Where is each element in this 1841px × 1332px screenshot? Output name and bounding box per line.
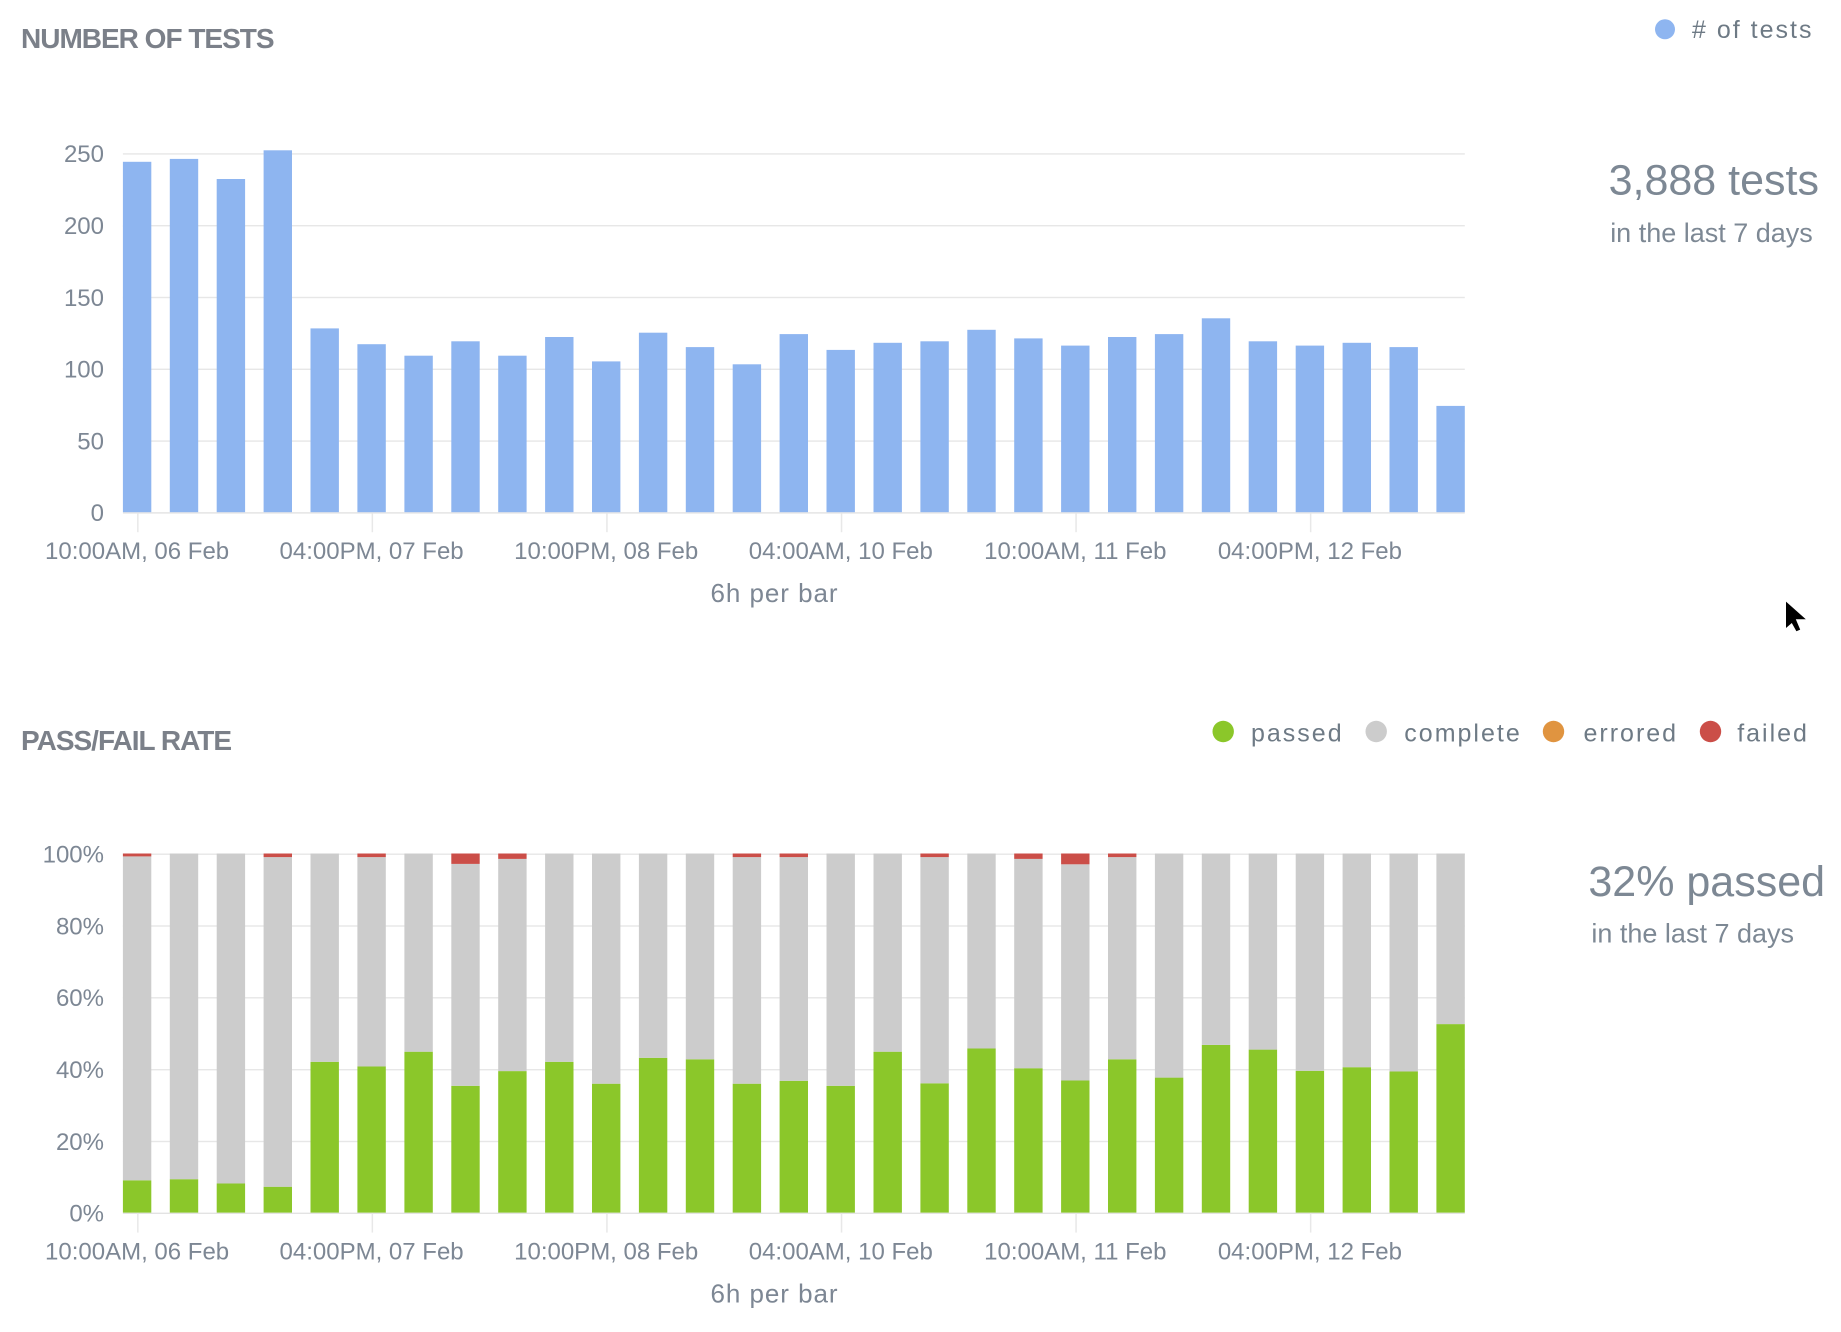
svg-text:failed: failed [1737, 720, 1809, 748]
svg-text:6h per bar: 6h per bar [710, 578, 838, 608]
svg-text:10:00AM, 11 Feb: 10:00AM, 11 Feb [984, 538, 1166, 565]
svg-text:6h per bar: 6h per bar [710, 1279, 838, 1309]
svg-text:20%: 20% [56, 1129, 104, 1156]
svg-text:04:00PM, 12 Feb: 04:00PM, 12 Feb [1218, 538, 1402, 565]
svg-text:04:00PM, 07 Feb: 04:00PM, 07 Feb [280, 1239, 464, 1266]
svg-text:0%: 0% [69, 1201, 104, 1228]
svg-text:200: 200 [64, 213, 104, 240]
svg-text:04:00AM, 10 Feb: 04:00AM, 10 Feb [749, 1239, 933, 1266]
svg-text:10:00PM, 08 Feb: 10:00PM, 08 Feb [514, 538, 698, 565]
svg-text:100%: 100% [43, 842, 104, 869]
svg-text:0: 0 [91, 500, 104, 527]
svg-text:# of tests: # of tests [1692, 16, 1813, 44]
svg-text:passed: passed [1251, 720, 1344, 748]
svg-text:NUMBER OF TESTS: NUMBER OF TESTS [21, 23, 274, 54]
svg-text:80%: 80% [56, 913, 104, 940]
svg-text:04:00PM, 07 Feb: 04:00PM, 07 Feb [280, 538, 464, 565]
svg-text:04:00AM, 10 Feb: 04:00AM, 10 Feb [749, 538, 933, 565]
svg-text:60%: 60% [56, 985, 104, 1012]
svg-text:04:00PM, 12 Feb: 04:00PM, 12 Feb [1218, 1239, 1402, 1266]
svg-text:10:00AM, 06 Feb: 10:00AM, 06 Feb [45, 538, 229, 565]
svg-text:in the last 7 days: in the last 7 days [1610, 218, 1813, 248]
svg-text:40%: 40% [56, 1057, 104, 1084]
svg-text:10:00AM, 06 Feb: 10:00AM, 06 Feb [45, 1239, 229, 1266]
svg-text:in the last 7 days: in the last 7 days [1591, 919, 1794, 949]
svg-text:100: 100 [64, 357, 104, 384]
svg-text:32% passed: 32% passed [1588, 858, 1825, 906]
svg-text:complete: complete [1404, 720, 1521, 748]
svg-text:150: 150 [64, 285, 104, 312]
svg-text:50: 50 [77, 428, 104, 455]
svg-text:10:00PM, 08 Feb: 10:00PM, 08 Feb [514, 1239, 698, 1266]
svg-text:250: 250 [64, 141, 104, 168]
svg-text:errored: errored [1584, 720, 1679, 748]
svg-text:10:00AM, 11 Feb: 10:00AM, 11 Feb [984, 1239, 1166, 1266]
svg-text:3,888 tests: 3,888 tests [1609, 157, 1819, 205]
svg-text:PASS/FAIL RATE: PASS/FAIL RATE [21, 725, 231, 756]
